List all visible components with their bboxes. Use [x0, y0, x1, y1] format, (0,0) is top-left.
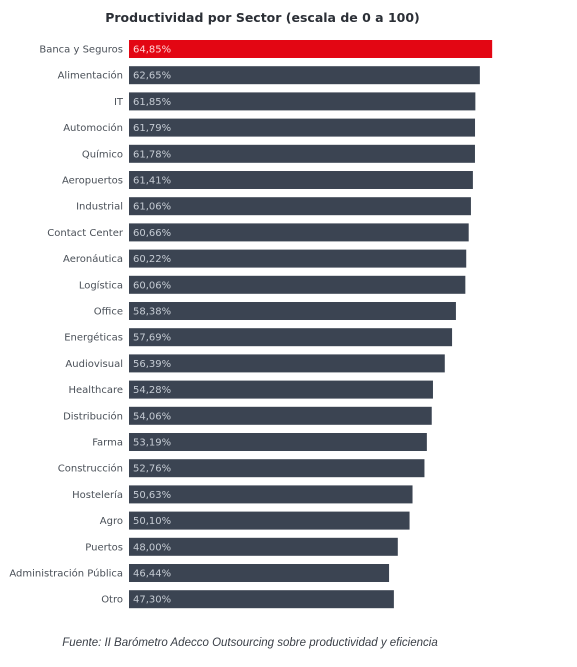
category-label: Aeropuertos [62, 176, 123, 187]
value-label: 61,79% [133, 123, 171, 134]
chart-title: Productividad por Sector (escala de 0 a … [105, 10, 420, 25]
category-label: Office [94, 307, 123, 318]
bar-chart: Banca y Seguros 64,85% Alimentación 62,65% I… [9, 40, 493, 609]
bar-12 [129, 328, 453, 347]
category-label: Distribución [63, 410, 123, 422]
value-label: 56,39% [133, 359, 171, 370]
category-label: Logística [79, 279, 123, 291]
bar-19 [129, 511, 410, 530]
value-label: 60,66% [133, 228, 171, 239]
bar-20 [129, 537, 398, 556]
category-label: Energéticas [64, 332, 123, 344]
bar-22 [129, 590, 394, 609]
value-label: 61,06% [133, 202, 171, 213]
bar-10 [129, 275, 466, 294]
value-label: 47,30% [133, 595, 171, 606]
bar-6 [129, 171, 473, 189]
bar-13 [129, 354, 445, 373]
value-label: 50,63% [133, 490, 171, 501]
bar-15 [129, 406, 432, 425]
value-label: 48,00% [133, 542, 171, 553]
value-label: 50,10% [133, 516, 171, 527]
value-label: 54,28% [133, 385, 171, 396]
bar-4 [129, 118, 476, 137]
value-label: 60,06% [133, 280, 171, 291]
value-label: 61,85% [133, 97, 171, 108]
value-label: 61,41% [133, 176, 171, 187]
category-label: Administración Pública [9, 568, 123, 580]
bar-8 [129, 223, 469, 242]
category-label: Audiovisual [65, 359, 123, 370]
category-label: Químico [82, 148, 123, 160]
category-label: Contact Center [47, 228, 124, 239]
category-label: Otro [101, 595, 123, 606]
value-label: 61,78% [133, 149, 171, 160]
bar-11 [129, 302, 456, 320]
value-label: 57,69% [133, 333, 171, 344]
value-label: 53,19% [133, 438, 171, 449]
category-label: Farma [92, 438, 123, 449]
category-label: Construcción [58, 463, 123, 475]
value-label: 52,76% [133, 464, 171, 475]
category-label: Hostelería [72, 489, 123, 501]
category-label: Automoción [63, 122, 123, 134]
value-label: 54,06% [133, 411, 171, 422]
value-label: 58,38% [133, 307, 171, 318]
bar-9 [129, 249, 467, 268]
value-label: 62,65% [133, 71, 171, 82]
bar-14 [129, 380, 433, 399]
bar-1 [129, 40, 493, 58]
category-label: Industrial [76, 202, 123, 213]
category-label: Aeronáutica [63, 253, 123, 265]
bar-7 [129, 197, 471, 216]
value-label: 46,44% [133, 569, 171, 580]
bar-18 [129, 485, 413, 504]
bar-5 [129, 144, 475, 163]
bar-17 [129, 459, 425, 478]
value-label: 64,85% [133, 45, 171, 56]
bar-2 [129, 66, 480, 85]
bar-16 [129, 433, 427, 451]
category-label: IT [114, 97, 124, 108]
category-label: Healthcare [68, 385, 123, 396]
source-note: Fuente: II Barómetro Adecco Outsourcing … [62, 637, 438, 649]
category-label: Alimentación [58, 70, 123, 82]
bar-21 [129, 564, 390, 582]
value-label: 60,22% [133, 254, 171, 265]
category-label: Banca y Seguros [39, 45, 123, 56]
category-label: Agro [100, 516, 123, 527]
category-label: Puertos [85, 542, 123, 553]
bar-3 [129, 92, 476, 111]
